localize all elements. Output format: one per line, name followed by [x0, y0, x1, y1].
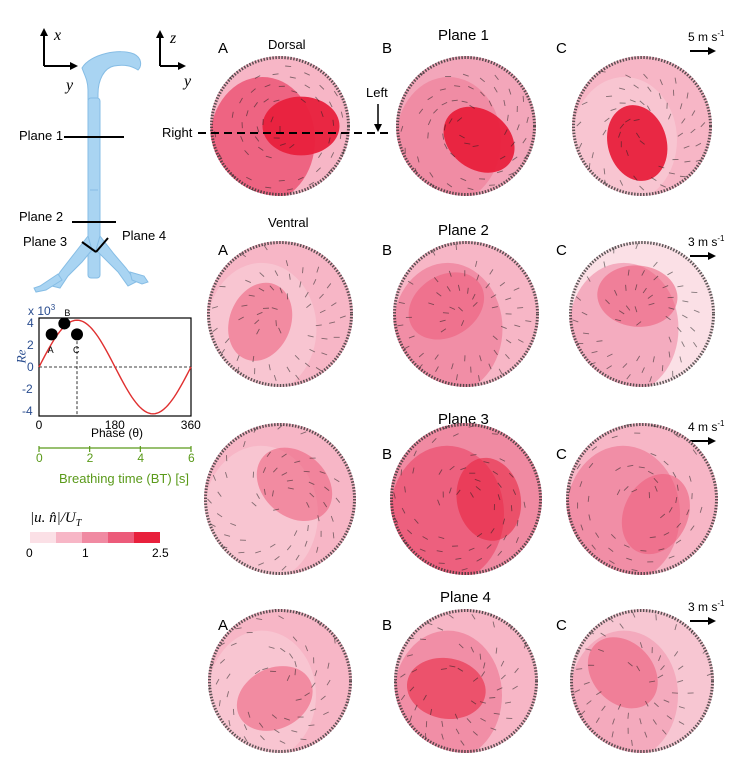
cross-section-plane1-b [396, 56, 536, 196]
colorbar-tick-1: 1 [82, 546, 89, 560]
cross-section-plane4-b [394, 609, 538, 753]
phase-point-a [45, 328, 58, 341]
cross-section-plane2-a [207, 241, 353, 387]
plane-title-2: Plane 2 [438, 222, 489, 239]
airway-axes [40, 28, 78, 70]
section-axis-y-label: y [184, 73, 192, 90]
axis-y-label: y [66, 77, 74, 94]
colorbar-tick-2: 2.5 [152, 546, 169, 560]
cross-section-plane3-b [390, 423, 542, 575]
y-tick-3: -2 [22, 381, 33, 396]
plane-title-4: Plane 4 [440, 589, 491, 606]
phase-point-label-a: A [47, 345, 54, 356]
cross-section-plane1-c [572, 56, 712, 196]
panel-letter-b: B [382, 242, 393, 259]
y-tick-4: -4 [22, 403, 33, 418]
panel-letter-c: C [556, 446, 567, 463]
colorbar [30, 532, 160, 543]
plane-title-3: Plane 3 [438, 411, 489, 428]
phase-point-b [58, 317, 71, 330]
x2-tick-0: 0 [36, 451, 43, 465]
panel-letter-c: C [556, 242, 567, 259]
chart-y-label: Re [13, 349, 29, 364]
velocity-scale-arrow-2 [690, 252, 716, 260]
x2-axis [38, 446, 192, 452]
chart-x-label: Phase (θ) [91, 426, 144, 440]
chart-y-multiplier: x 103 [28, 303, 56, 318]
orientation-ventral: Ventral [268, 215, 309, 230]
phase-point-label-b: B [64, 308, 71, 319]
phase-point-c [71, 328, 83, 341]
airway-plane-2-label: Plane 2 [19, 209, 64, 224]
x2-tick-3: 6 [188, 451, 195, 465]
plane-title-1: Plane 1 [438, 27, 489, 44]
panel-letter-a: A [218, 40, 229, 57]
panel-letter-c: C [556, 40, 567, 57]
velocity-scale-label-3: 4 m s-1 [688, 419, 725, 434]
x-tick-2: 360 [180, 418, 201, 432]
orientation-left: Left [366, 85, 388, 100]
velocity-scale-arrow-4 [690, 617, 716, 625]
cross-section-plane3-a [204, 423, 356, 575]
y-tick-2: 0 [27, 360, 34, 374]
section-axis-z-label: z [170, 30, 177, 47]
cross-section-plane2-b [393, 241, 539, 387]
colorbar-segment [108, 532, 134, 543]
colorbar-label: |u. n̂|/UT [30, 510, 82, 529]
velocity-scale-arrow-3 [690, 437, 716, 445]
velocity-scale-label-1: 5 m s-1 [688, 29, 725, 44]
x-tick-1: 180 [104, 418, 125, 432]
phase-point-label-c: C [73, 345, 80, 356]
axis-x-label: x [54, 27, 62, 44]
plane-markers [64, 136, 124, 253]
colorbar-segment [30, 532, 56, 543]
cross-section-plane3-c [566, 423, 718, 575]
re-chart [38, 317, 192, 417]
x2-tick-1: 2 [86, 451, 94, 465]
cross-section-plane1-a [210, 56, 350, 196]
airway-model [33, 51, 149, 293]
cross-section-plane4-c [570, 609, 714, 753]
panel-letter-b: B [382, 40, 393, 57]
panel-letter-a: A [218, 242, 229, 259]
panel-letter-c: C [556, 617, 567, 634]
x-tick-0: 0 [35, 418, 43, 432]
airway-plane-3-label: Plane 3 [23, 234, 68, 249]
colorbar-segment [56, 532, 82, 543]
velocity-scale-arrow-1 [690, 47, 716, 55]
colorbar-segment [134, 532, 160, 543]
orientation-right: Right [162, 125, 193, 140]
panel-letter-b: B [382, 446, 393, 463]
orientation-dorsal: Dorsal [268, 37, 306, 52]
y-tick-0: 4 [27, 316, 34, 331]
panel-letter-a: A [218, 617, 229, 634]
airway-plane-4-label: Plane 4 [122, 228, 167, 243]
x2-tick-2: 4 [137, 451, 145, 465]
chart-x2-label: Breathing time (BT) [s] [59, 471, 190, 486]
y-tick-1: 2 [27, 338, 34, 353]
velocity-scale-label-2: 3 m s-1 [688, 234, 725, 249]
cross-section-plane4-a [208, 609, 352, 753]
airway-plane-1-label: Plane 1 [19, 128, 64, 143]
panel-letter-b: B [382, 617, 393, 634]
cross-section-plane2-c [569, 241, 715, 387]
colorbar-tick-0: 0 [26, 546, 33, 560]
velocity-scale-label-4: 3 m s-1 [688, 599, 725, 614]
section-axes [156, 30, 186, 70]
colorbar-segment [82, 532, 108, 543]
